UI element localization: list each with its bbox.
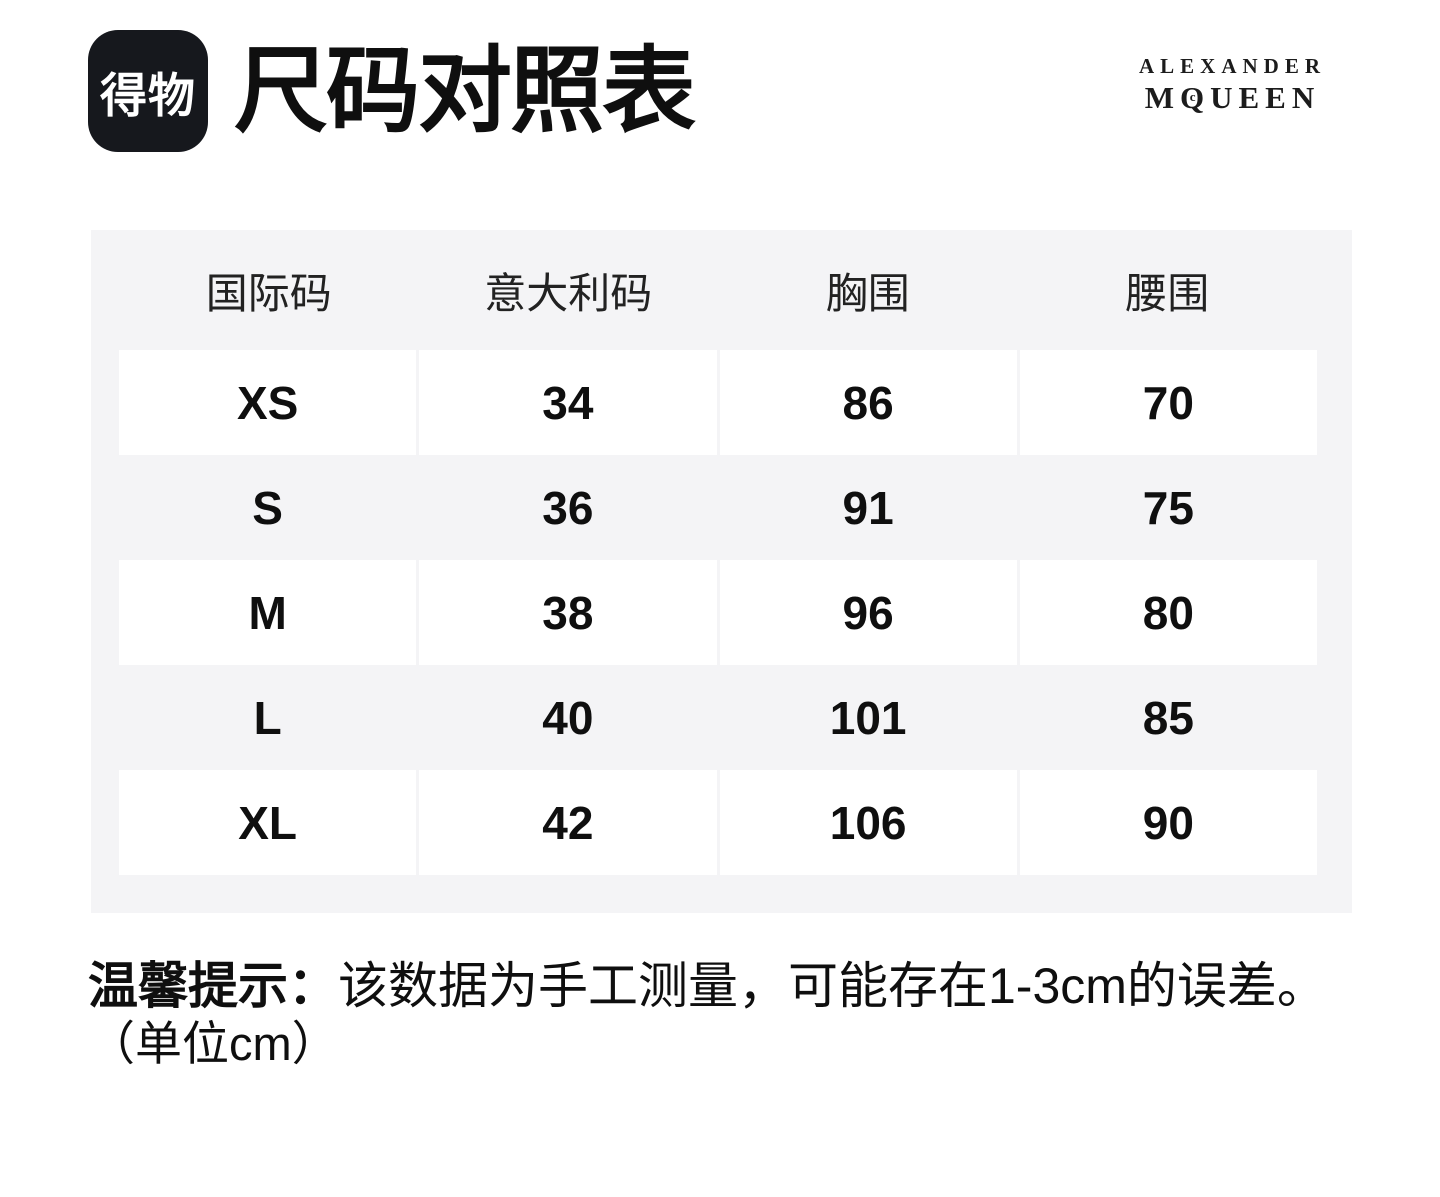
dewu-logo-text: 得物 xyxy=(100,68,196,122)
cell-intl-size: XL xyxy=(119,770,417,875)
cell-waist: 85 xyxy=(1142,691,1194,744)
brand-m: M xyxy=(1144,80,1180,115)
column-header-waist: 腰围 xyxy=(1125,269,1210,317)
brand-q: Q xyxy=(1179,80,1211,115)
cell-intl-size: L xyxy=(253,691,282,744)
cell-bust: 106 xyxy=(719,770,1017,875)
brand-ueen: UEEN xyxy=(1210,80,1321,115)
table-row-xs: XS 34 86 70 xyxy=(119,350,1317,455)
footnote: 温馨提示：该数据为手工测量，可能存在1-3cm的误差。 （单位cm） xyxy=(88,958,1380,1070)
footnote-unit: （单位cm） xyxy=(88,1017,339,1070)
brand-name-line1: ALEXANDER xyxy=(1138,54,1326,78)
cell-waist: 75 xyxy=(1142,481,1194,534)
page-title: 尺码对照表 xyxy=(234,38,696,143)
cell-italian-size: 42 xyxy=(419,770,717,875)
cell-intl-size: S xyxy=(252,481,283,534)
column-header-bust: 胸围 xyxy=(825,269,910,317)
cell-bust: 96 xyxy=(719,560,1017,665)
cell-waist: 90 xyxy=(1019,770,1317,875)
cell-italian-size: 34 xyxy=(419,350,717,455)
cell-italian-size: 40 xyxy=(542,691,594,744)
brand-q-inner-c: c xyxy=(1189,88,1196,104)
page-header: 得物 尺码对照表 ALEXANDER MQ c UEEN xyxy=(88,30,1352,152)
cell-italian-size: 36 xyxy=(542,481,594,534)
size-table: 国际码 意大利码 胸围 腰围 XS 34 86 70 S 36 91 75 M … xyxy=(91,230,1352,913)
table-row-xl: XL 42 106 90 xyxy=(119,770,1317,875)
cell-bust: 91 xyxy=(842,481,894,534)
column-header-italian-size: 意大利码 xyxy=(484,269,653,317)
cell-bust: 101 xyxy=(829,691,907,744)
table-row-l: L 40 101 85 xyxy=(119,665,1317,770)
cell-intl-size: M xyxy=(119,560,417,665)
cell-waist: 70 xyxy=(1019,350,1317,455)
cell-italian-size: 38 xyxy=(419,560,717,665)
brand-logo: ALEXANDER MQ c UEEN xyxy=(1139,54,1352,116)
table-row-s: S 36 91 75 xyxy=(119,455,1317,560)
size-table-header-row: 国际码 意大利码 胸围 腰围 xyxy=(119,230,1317,350)
footnote-text: 该数据为手工测量，可能存在1-3cm的误差。 xyxy=(338,958,1327,1014)
table-row-m: M 38 96 80 xyxy=(119,560,1317,665)
footnote-label: 温馨提示： xyxy=(88,958,338,1014)
cell-intl-size: XS xyxy=(119,350,417,455)
column-header-international-size: 国际码 xyxy=(205,269,332,317)
footnote-line1: 温馨提示：该数据为手工测量，可能存在1-3cm的误差。 xyxy=(88,958,1380,1014)
dewu-logo-icon: 得物 xyxy=(88,30,208,152)
cell-waist: 80 xyxy=(1019,560,1317,665)
brand-name-line2: MQ c UEEN xyxy=(1139,80,1326,116)
cell-bust: 86 xyxy=(719,350,1017,455)
